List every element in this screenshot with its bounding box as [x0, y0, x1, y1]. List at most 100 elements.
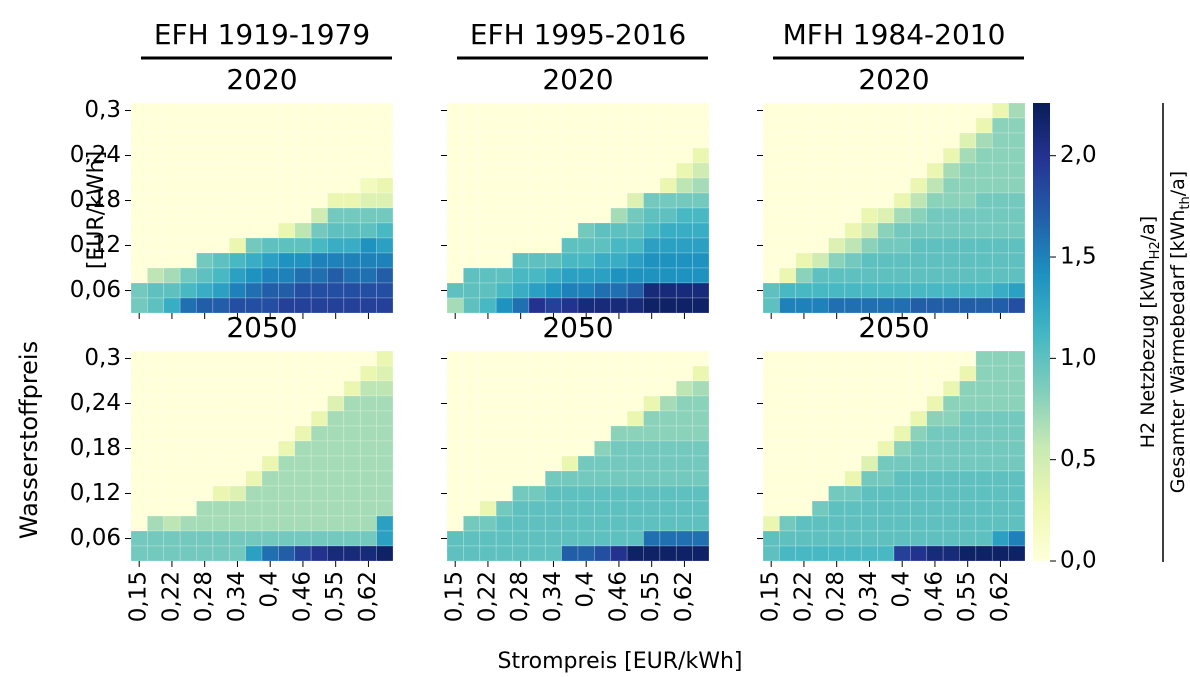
heatmap-cell [959, 102, 977, 119]
heatmap-cell [659, 515, 677, 532]
heatmap-cell [675, 282, 693, 299]
heatmap-cell [544, 395, 562, 412]
y-tick-label: 0,06 [70, 277, 121, 303]
heatmap-cell [376, 350, 394, 367]
heatmap-cell [675, 380, 693, 397]
heatmap-cell [528, 500, 546, 517]
heatmap-cell [779, 485, 797, 502]
heatmap-cell [310, 530, 328, 547]
heatmap-cell [577, 350, 595, 367]
heatmap-cell [196, 252, 214, 269]
heatmap-cell [594, 102, 612, 119]
heatmap-cell [1008, 222, 1026, 239]
heatmap-cell [343, 192, 361, 209]
heatmap-cell [779, 440, 797, 457]
heatmap-cell [675, 485, 693, 502]
heatmap-cell [512, 252, 530, 269]
heatmap-cell [310, 455, 328, 472]
heatmap-cell [228, 380, 246, 397]
heatmap-cell [877, 192, 895, 209]
heatmap-cell [594, 222, 612, 239]
heatmap-cell [446, 282, 464, 299]
heatmap-cell [294, 132, 312, 149]
heatmap-cell [795, 192, 813, 209]
heatmap-cell [959, 455, 977, 472]
heatmap-cell [528, 147, 546, 164]
heatmap-cell [495, 222, 513, 239]
heatmap-cell [495, 162, 513, 179]
heatmap-cell [196, 132, 214, 149]
heatmap-cell [1008, 545, 1026, 562]
heatmap-cell [659, 395, 677, 412]
heatmap-cell [479, 515, 497, 532]
heatmap-cell [828, 102, 846, 119]
y-tick-label: 0,24 [70, 390, 121, 416]
heatmap-cell [828, 545, 846, 562]
heatmap-cell [795, 102, 813, 119]
heatmap-cell [659, 252, 677, 269]
heatmap-cell [278, 102, 296, 119]
heatmap-cell [261, 102, 279, 119]
heatmap-cell [811, 297, 829, 314]
heatmap-cell [163, 410, 181, 427]
heatmap-cell [877, 515, 895, 532]
heatmap-cell [959, 500, 977, 517]
heatmap-cell [512, 297, 530, 314]
heatmap-cell [359, 425, 377, 442]
heatmap-cell [779, 252, 797, 269]
heatmap-cell [179, 350, 197, 367]
heatmap-cell [163, 545, 181, 562]
heatmap-cell [479, 222, 497, 239]
heatmap-cell [828, 515, 846, 532]
heatmap-cell [675, 530, 693, 547]
heatmap-cell [179, 282, 197, 299]
heatmap-cell [692, 192, 710, 209]
heatmap-cell [512, 192, 530, 209]
heatmap-cell [577, 267, 595, 284]
heatmap-cell [643, 177, 661, 194]
heatmap-cell [659, 470, 677, 487]
heatmap-cell [343, 297, 361, 314]
heatmap-cell [163, 395, 181, 412]
heatmap-cell [577, 380, 595, 397]
heatmap-cell [942, 282, 960, 299]
heatmap-cell [893, 425, 911, 442]
heatmap-cell [762, 192, 780, 209]
heatmap-cell [196, 350, 214, 367]
heatmap-cell [659, 102, 677, 119]
heatmap-cell [844, 117, 862, 134]
heatmap-cell [828, 440, 846, 457]
heatmap-cell [343, 545, 361, 562]
heatmap-cell [779, 282, 797, 299]
heatmap-cell [130, 192, 148, 209]
heatmap-cell [975, 440, 993, 457]
heatmap-cell [659, 192, 677, 209]
heatmap-cell [359, 177, 377, 194]
heatmap-cell [910, 207, 928, 224]
heatmap-cell [130, 365, 148, 382]
heatmap-cell [844, 350, 862, 367]
heatmap-cell [762, 410, 780, 427]
heatmap-cell [942, 485, 960, 502]
heatmap-cell [877, 455, 895, 472]
heatmap-cell [359, 147, 377, 164]
heatmap-cell [675, 297, 693, 314]
heatmap-cell [310, 380, 328, 397]
heatmap-cell [245, 147, 263, 164]
heatmap-cell [594, 365, 612, 382]
heatmap-cell [959, 485, 977, 502]
heatmap-cell [130, 132, 148, 149]
x-tick-label: 0,4 [889, 571, 915, 608]
heatmap-cell [610, 365, 628, 382]
heatmap-cell [343, 222, 361, 239]
heatmap-cell [779, 192, 797, 209]
heatmap-cell [495, 267, 513, 284]
heatmap-cell [991, 222, 1009, 239]
y-tick-label: 0,12 [70, 232, 121, 258]
heatmap-cell [795, 162, 813, 179]
heatmap-cell [762, 117, 780, 134]
heatmap-cell [327, 500, 345, 517]
heatmap-cell [910, 485, 928, 502]
heatmap-cell [294, 365, 312, 382]
heatmap-cell [495, 252, 513, 269]
